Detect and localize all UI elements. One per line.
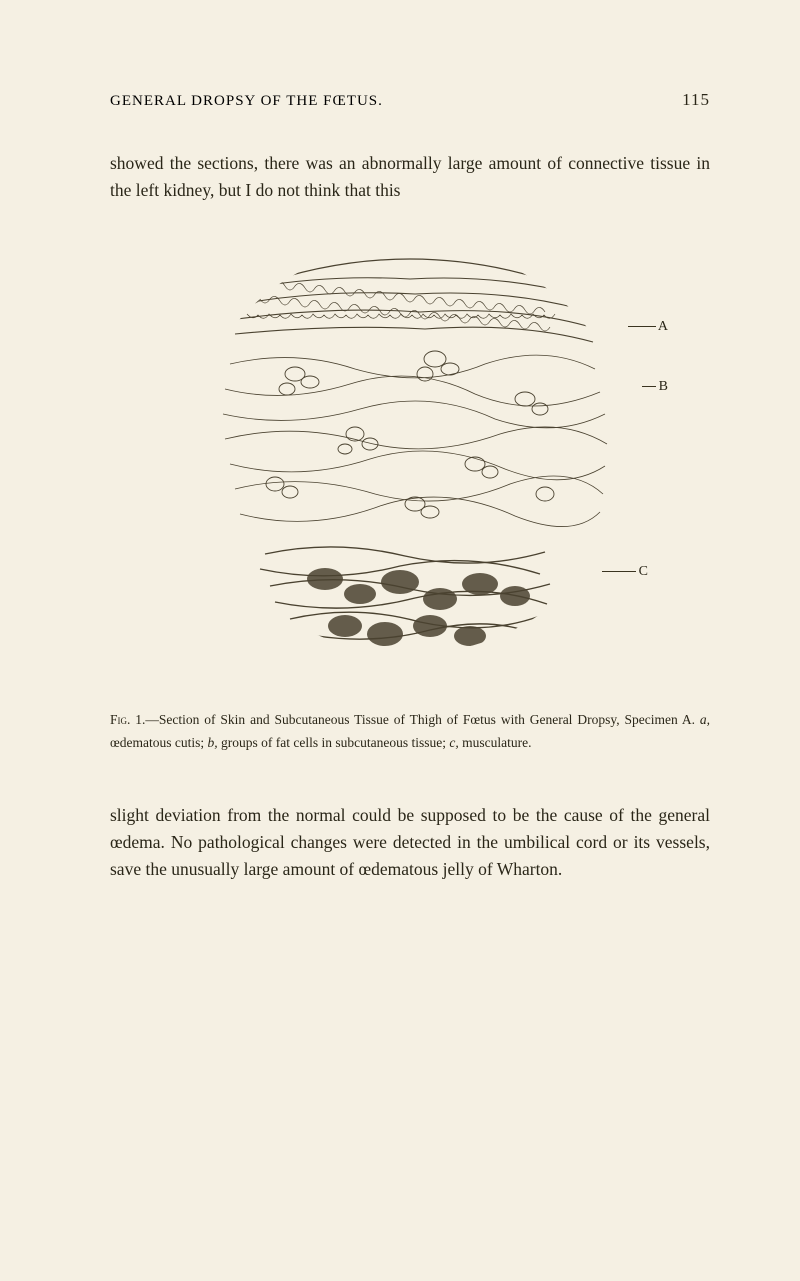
figure-label-a: A [658, 319, 668, 335]
page-header: GENERAL DROPSY OF THE FŒTUS. 115 [110, 90, 710, 110]
caption-lead: Fig. 1. [110, 712, 145, 727]
page-number: 115 [682, 90, 710, 110]
caption-ital-b: b, [208, 735, 218, 750]
leader-line-b [642, 386, 656, 387]
running-title: GENERAL DROPSY OF THE FŒTUS. [110, 93, 383, 110]
body-paragraph-2: slight deviation from the normal could b… [110, 802, 710, 883]
figure-label-c: C [639, 564, 648, 580]
leader-line-c [602, 571, 636, 572]
histology-illustration [175, 234, 645, 664]
figure-label-b: B [659, 379, 668, 395]
caption-text-b: groups of fat cells in subcutaneous tiss… [218, 735, 450, 750]
figure-1: A B C [160, 234, 660, 674]
caption-text-a: œdematous cutis; [110, 735, 208, 750]
body-paragraph-1: showed the sections, there was an abnorm… [110, 150, 710, 204]
figure-caption: Fig. 1.—Section of Skin and Subcutaneous… [110, 709, 710, 754]
leader-line-a [628, 326, 656, 327]
caption-ital-c: c, [449, 735, 458, 750]
caption-text-c: musculature. [459, 735, 532, 750]
caption-text-1: —Section of Skin and Subcutaneous Tissue… [145, 712, 699, 727]
caption-ital-a: a, [700, 712, 710, 727]
